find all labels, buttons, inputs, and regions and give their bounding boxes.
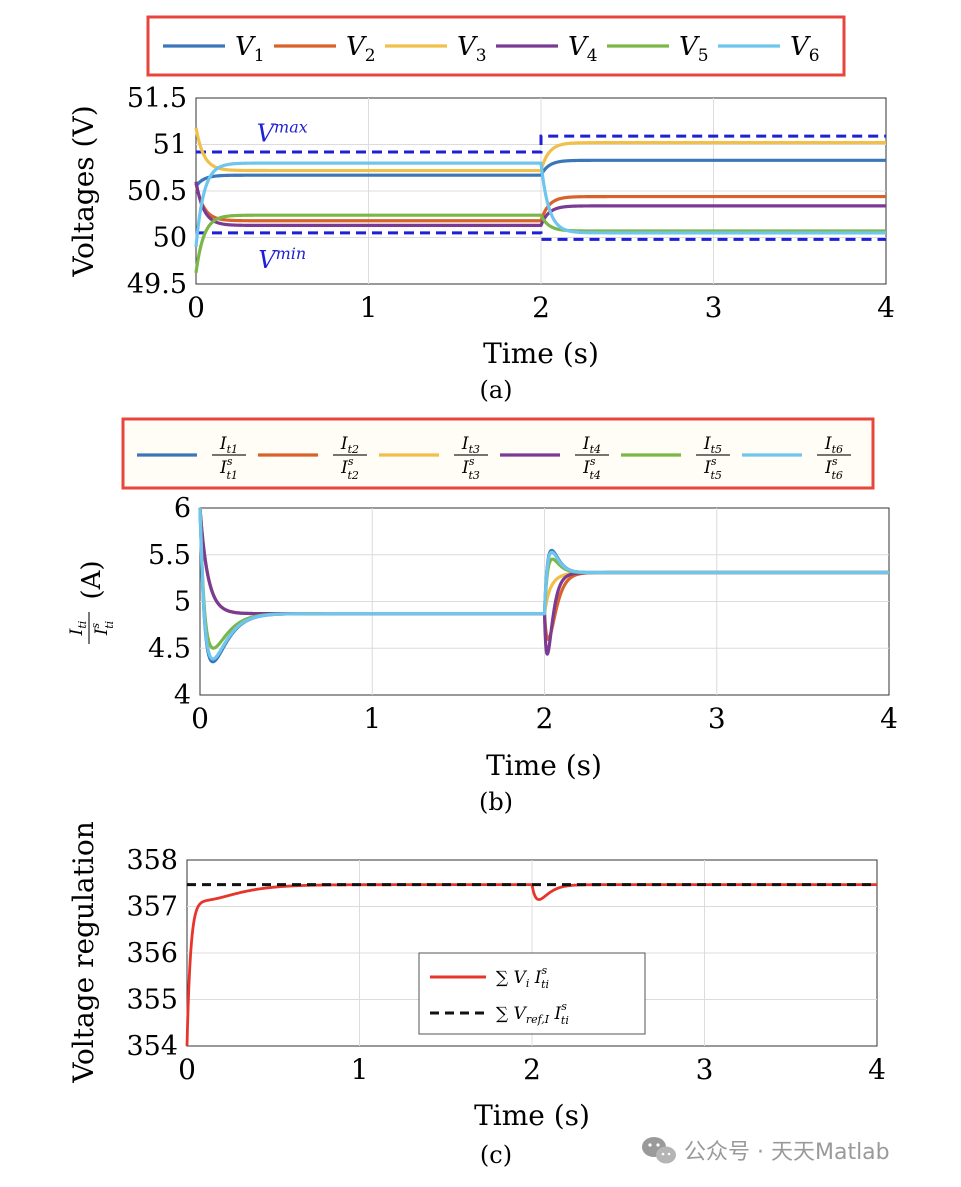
watermark-text: 公众号 · 天天Matlab bbox=[684, 1140, 890, 1165]
legend-b-den-4: Is t4 bbox=[582, 455, 601, 482]
xtick-label-c-3: 3 bbox=[696, 1053, 714, 1086]
lines-a bbox=[194, 127, 888, 274]
legend-a-label-1: V1 bbox=[235, 32, 265, 66]
legend-a-label-4: V4 bbox=[568, 32, 598, 66]
legend-b-den-2: Is t2 bbox=[340, 455, 359, 482]
ticks-a: 0 1 2 3 4 49.5 50 50.5 51 51.5 bbox=[127, 83, 895, 324]
legend-b-num-6: It6 bbox=[824, 434, 843, 456]
ticks-b: 0 1 2 3 4 4 4.5 5 5.5 6 bbox=[148, 493, 898, 735]
xtick-label-c-4: 4 bbox=[868, 1053, 886, 1086]
legend-c: ∑ Vi Is ti ∑ Vref,I Is ti bbox=[418, 952, 646, 1035]
ytick-label-a-3: 51 bbox=[153, 130, 187, 161]
lines-c bbox=[185, 883, 878, 1047]
ylabel-b-num: Iti bbox=[67, 621, 89, 637]
xlabel-b: Time (s) bbox=[486, 749, 602, 782]
xtick-label-a-4: 4 bbox=[877, 291, 895, 324]
legend-a: V1 V2 V3 V4 V5 V6 bbox=[163, 32, 820, 66]
ytick-label-b-3: 5.5 bbox=[148, 540, 191, 571]
ytick-label-c-0: 354 bbox=[126, 1031, 178, 1062]
legend-box-c bbox=[418, 952, 646, 1035]
ytick-label-b-0: 4 bbox=[174, 680, 191, 711]
xtick-label-b-4: 4 bbox=[880, 702, 898, 735]
ytick-label-b-4: 6 bbox=[174, 493, 191, 524]
ytick-label-a-0: 49.5 bbox=[127, 269, 187, 300]
series-a-4 bbox=[194, 181, 888, 228]
ytick-label-c-4: 358 bbox=[126, 845, 178, 876]
ytick-label-c-2: 356 bbox=[126, 938, 178, 969]
legend-b-den-3: Is t3 bbox=[461, 455, 480, 482]
legend-b-den-1: Is t1 bbox=[219, 455, 238, 482]
xtick-label-c-1: 1 bbox=[351, 1053, 369, 1086]
legend-b-num-2: It2 bbox=[340, 434, 359, 456]
watermark: 公众号 · 天天Matlab bbox=[642, 1137, 890, 1165]
panel-c: 0 1 2 3 4 354 355 356 357 358 ∑ Vi Is ti ∑ Vref,I … bbox=[67, 821, 886, 1169]
series-b-6 bbox=[198, 507, 891, 661]
ytick-label-c-1: 355 bbox=[126, 985, 178, 1016]
legend-b-num-4: It4 bbox=[582, 434, 601, 456]
ylabel-a: Voltages (V) bbox=[67, 105, 100, 277]
xtick-label-a-2: 2 bbox=[532, 291, 550, 324]
series-a-6 bbox=[194, 161, 888, 247]
legend-b-den-6: Is t6 bbox=[824, 455, 843, 482]
caption-a: (a) bbox=[479, 376, 512, 404]
ylabel-b-den: Isti bbox=[89, 621, 116, 636]
ylabel-b-unit: (A) bbox=[77, 560, 107, 599]
series-a-5 bbox=[194, 213, 888, 274]
xtick-label-c-0: 0 bbox=[178, 1053, 196, 1086]
xtick-label-b-2: 2 bbox=[536, 702, 554, 735]
annotation-vmax: Vmax bbox=[257, 117, 308, 147]
xtick-label-b-3: 3 bbox=[708, 702, 726, 735]
legend-b-den-5: Is t5 bbox=[703, 455, 722, 482]
xlabel-c: Time (s) bbox=[474, 1099, 590, 1132]
ytick-label-a-1: 50 bbox=[153, 223, 187, 254]
xtick-label-a-3: 3 bbox=[705, 291, 723, 324]
xlabel-a: Time (s) bbox=[483, 337, 599, 370]
caption-b: (b) bbox=[479, 788, 513, 816]
bound-vmax bbox=[196, 134, 886, 154]
xtick-label-c-2: 2 bbox=[523, 1053, 541, 1086]
series-a-2 bbox=[194, 183, 888, 223]
ylabel-b: Iti Isti (A) bbox=[67, 560, 116, 644]
xtick-label-a-1: 1 bbox=[360, 291, 378, 324]
legend-a-label-3: V3 bbox=[457, 32, 487, 66]
legend-b-num-5: It5 bbox=[703, 434, 722, 456]
ylabel-c: Voltage regulation bbox=[67, 821, 100, 1083]
legend-a-label-6: V6 bbox=[790, 32, 820, 66]
legend-a-label-5: V5 bbox=[679, 32, 709, 66]
xtick-label-a-0: 0 bbox=[187, 291, 205, 324]
ytick-label-a-4: 51.5 bbox=[127, 83, 187, 114]
legend-c-label-2: ∑ Vref,I Is ti bbox=[496, 1000, 569, 1027]
legend-b-num-3: It3 bbox=[461, 434, 480, 456]
legend-c-label-1: ∑ Vi Is ti bbox=[496, 964, 549, 991]
bounds-a bbox=[196, 134, 886, 241]
caption-c: (c) bbox=[480, 1141, 512, 1169]
ytick-label-b-2: 5 bbox=[174, 587, 191, 618]
ytick-label-b-1: 4.5 bbox=[148, 633, 191, 664]
ticks-c: 0 1 2 3 4 354 355 356 357 358 bbox=[126, 845, 885, 1086]
legend-b-num-1: It1 bbox=[219, 434, 238, 456]
xtick-label-b-1: 1 bbox=[363, 702, 381, 735]
wechat-icon bbox=[642, 1137, 676, 1164]
lines-b bbox=[198, 507, 891, 664]
legend-a-label-2: V2 bbox=[346, 32, 376, 66]
ytick-label-c-3: 357 bbox=[126, 892, 178, 923]
xtick-label-b-0: 0 bbox=[191, 702, 209, 735]
annotation-vmin: Vmin bbox=[258, 244, 306, 274]
ytick-label-a-2: 50.5 bbox=[127, 176, 187, 207]
annotations-a: Vmax Vmin bbox=[257, 117, 308, 273]
